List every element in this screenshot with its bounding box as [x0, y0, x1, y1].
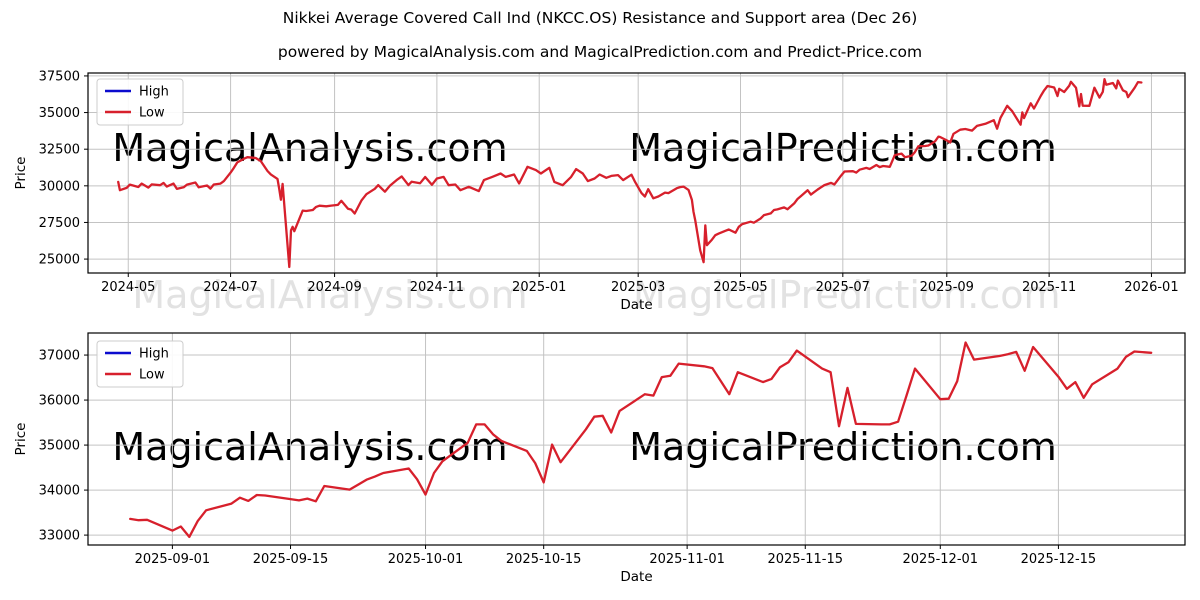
y-tick-label: 25000: [39, 253, 80, 268]
x-tick-label: 2024-09: [307, 280, 361, 295]
x-tick-label: 2025-11-01: [649, 552, 725, 567]
x-tick-label: 2025-05: [713, 280, 767, 295]
y-tick-label: 37500: [39, 69, 80, 84]
y-axis-label: Price: [13, 157, 29, 190]
y-tick-label: 27500: [39, 216, 80, 231]
bottom-chart: MagicalAnalysis.com MagicalPrediction.com…: [13, 332, 1186, 585]
x-tick-label: 2025-10-01: [388, 552, 464, 567]
watermark: MagicalPrediction.com: [629, 425, 1057, 469]
x-tick-label: 2024-11: [410, 280, 464, 295]
x-tick-label: 2025-09-15: [253, 552, 329, 567]
x-tick-label: 2024-05: [101, 280, 155, 295]
legend-label-high: High: [139, 85, 169, 100]
x-tick-label: 2024-07: [203, 280, 257, 295]
y-tick-label: 35000: [39, 439, 80, 454]
watermark: MagicalAnalysis.com: [112, 126, 507, 170]
chart-title: Nikkei Average Covered Call Ind (NKCC.OS…: [282, 9, 918, 27]
y-tick-label: 36000: [39, 394, 80, 409]
x-axis-label: Date: [620, 297, 652, 313]
top-chart: MagicalAnalysis.com MagicalPrediction.com…: [13, 69, 1186, 313]
y-tick-label: 37000: [39, 349, 80, 364]
x-tick-label: 2025-11: [1022, 280, 1076, 295]
chart-subtitle: powered by MagicalAnalysis.com and Magic…: [277, 43, 923, 61]
y-tick-label: 30000: [39, 179, 80, 194]
x-tick-label: 2025-12-15: [1021, 552, 1097, 567]
y-tick-label: 32500: [39, 143, 80, 158]
y-tick-label: 33000: [39, 529, 80, 544]
legend-label-low: Low: [139, 368, 165, 383]
x-axis-label: Date: [620, 569, 652, 585]
x-tick-label: 2025-01: [512, 280, 566, 295]
x-tick-label: 2025-09: [920, 280, 974, 295]
x-tick-label: 2025-09-01: [135, 552, 211, 567]
low-series-line: [117, 78, 1143, 269]
y-axis-label: Price: [13, 423, 29, 456]
x-tick-label: 2025-12-01: [903, 552, 979, 567]
x-tick-label: 2025-07: [816, 280, 870, 295]
x-tick-label: 2025-10-15: [506, 552, 582, 567]
x-tick-label: 2025-11-15: [767, 552, 843, 567]
legend-label-low: Low: [139, 106, 165, 121]
x-tick-label: 2025-03: [611, 280, 665, 295]
low-series-line: [129, 341, 1153, 539]
y-tick-label: 35000: [39, 106, 80, 121]
legend-label-high: High: [139, 347, 169, 362]
y-tick-label: 34000: [39, 484, 80, 499]
x-tick-label: 2026-01: [1124, 280, 1178, 295]
watermark: MagicalAnalysis.com: [112, 425, 507, 469]
